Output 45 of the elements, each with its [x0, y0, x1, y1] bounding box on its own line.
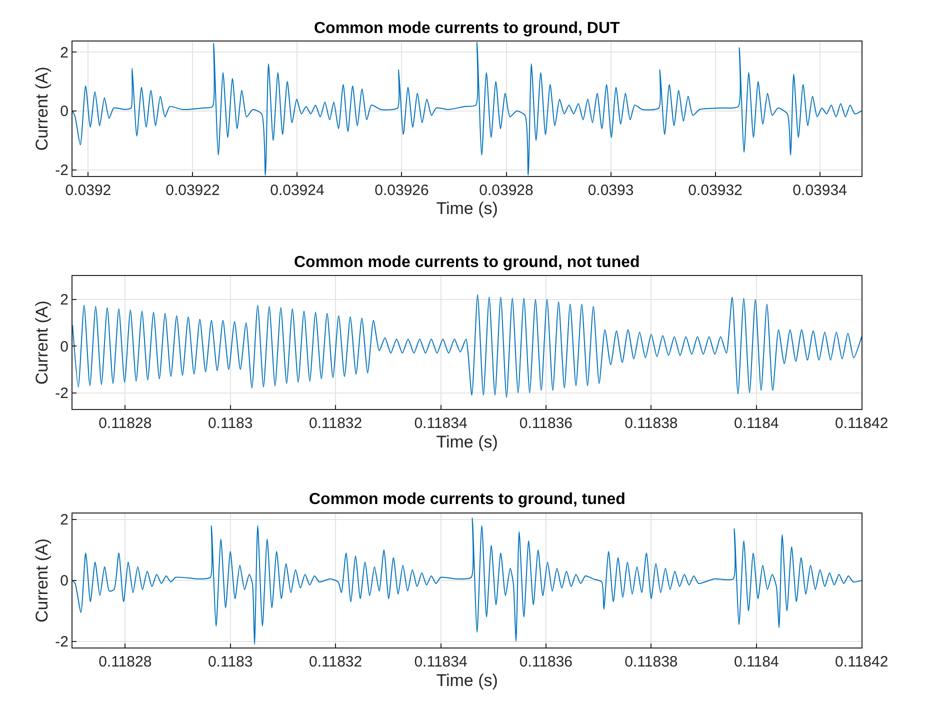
x-tick-label: 0.11832: [308, 653, 362, 670]
y-tick-label: -2: [55, 162, 69, 180]
line-series: [72, 42, 862, 176]
y-tick-label: 2: [60, 292, 69, 309]
x-tick-label: 0.1183: [208, 653, 253, 670]
y-axis-title: Current (A): [32, 66, 52, 151]
x-tick-label: 0.11834: [414, 653, 468, 670]
x-tick-label: 0.03928: [479, 182, 534, 199]
x-tick-label: 0.11828: [98, 415, 152, 432]
x-tick-label: 0.11836: [519, 653, 573, 670]
y-tick-label: 2: [60, 44, 69, 62]
y-axis-title: Current (A): [32, 300, 52, 385]
x-tick-label: 0.03934: [792, 182, 847, 199]
x-tick-label: 0.03924: [270, 182, 324, 199]
y-tick-label: -2: [55, 634, 69, 651]
x-tick-label: 0.11842: [835, 653, 888, 670]
chart-title: Common mode currents to ground, not tuned: [294, 254, 640, 271]
x-tick-label: 0.11836: [519, 415, 573, 432]
line-series: [72, 294, 862, 398]
x-tick-label: 0.11832: [308, 415, 362, 432]
chart-title: Common mode currents to ground, DUT: [314, 20, 620, 37]
x-tick-label: 0.1184: [734, 415, 779, 432]
y-tick-label: 0: [60, 103, 69, 120]
x-tick-label: 0.11828: [98, 653, 152, 670]
x-tick-label: 0.11838: [624, 653, 678, 670]
y-axis-title: Current (A): [32, 538, 52, 622]
x-tick-label: 0.0392: [65, 182, 112, 199]
y-tick-label: -2: [55, 385, 69, 402]
y-tick-label: 0: [60, 572, 69, 590]
x-tick-label: 0.0393: [588, 182, 634, 199]
x-tick-label: 0.1184: [734, 653, 779, 670]
x-tick-label: 0.03922: [166, 182, 220, 199]
chart-title: Common mode currents to ground, tuned: [309, 491, 626, 508]
x-axis-title: Time (s): [436, 199, 498, 218]
x-tick-label: 0.11842: [835, 415, 888, 432]
line-series: [72, 517, 862, 645]
x-tick-label: 0.11838: [624, 415, 678, 432]
x-axis-title: Time (s): [436, 432, 498, 452]
x-axis-title: Time (s): [436, 670, 498, 690]
x-tick-label: 0.11834: [414, 415, 468, 432]
y-tick-label: 0: [60, 338, 69, 356]
x-tick-label: 0.03932: [688, 182, 742, 199]
y-tick-label: 2: [60, 512, 69, 529]
x-tick-label: 0.03926: [374, 182, 429, 199]
x-tick-label: 0.1183: [208, 415, 253, 432]
